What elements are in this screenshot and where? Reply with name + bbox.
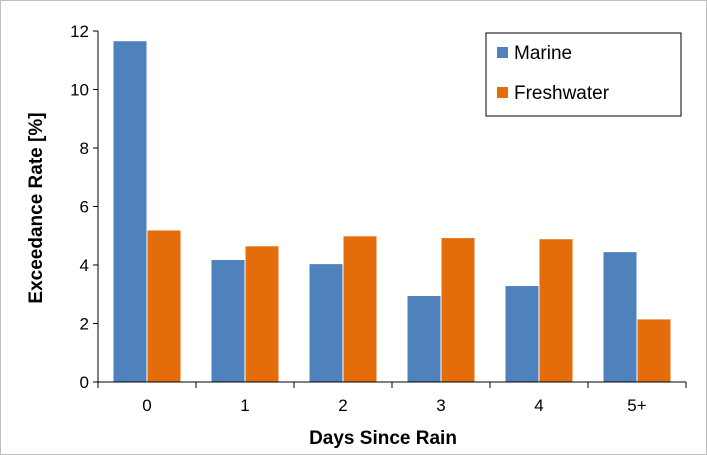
legend-swatch-freshwater [497, 87, 508, 98]
x-axis-title: Days Since Rain [309, 428, 457, 449]
bar-marine-2 [309, 264, 343, 382]
x-tick-label: 4 [534, 396, 543, 415]
bar-marine-5plus [603, 252, 637, 382]
bar-freshwater-5plus [637, 319, 671, 382]
legend-label-marine: Marine [514, 43, 572, 64]
y-tick-label: 6 [80, 198, 89, 217]
y-tick-label: 8 [80, 139, 89, 158]
bar-marine-3 [407, 296, 441, 382]
y-tick-label: 2 [80, 315, 89, 334]
y-tick-label: 4 [80, 256, 89, 275]
bar-freshwater-2 [343, 236, 377, 382]
bar-freshwater-4 [539, 239, 573, 382]
legend-swatch-marine [497, 47, 508, 58]
x-tick-label: 3 [436, 396, 445, 415]
bar-freshwater-1 [245, 246, 279, 382]
legend-label-freshwater: Freshwater [514, 83, 610, 104]
bar-freshwater-3 [441, 238, 475, 382]
legend-box [485, 32, 682, 117]
x-ticks-layer: 0 1 2 3 4 5+ [97, 382, 687, 415]
y-tick-label: 0 [80, 373, 89, 392]
x-tick-label: 2 [338, 396, 347, 415]
legend: Marine Freshwater [485, 32, 682, 117]
x-tick-label: 5+ [627, 396, 646, 415]
bar-marine-1 [211, 260, 245, 382]
y-tick-label: 10 [70, 81, 89, 100]
bars-layer [113, 41, 671, 383]
x-tick-label: 0 [142, 396, 151, 415]
x-tick-label: 1 [240, 396, 249, 415]
y-axis-title: Exceedance Rate [%] [26, 112, 47, 303]
bar-freshwater-0 [147, 230, 181, 382]
bar-marine-4 [505, 286, 539, 382]
bar-marine-0 [113, 41, 147, 383]
y-ticks-layer: 0 2 4 6 8 10 12 [70, 22, 98, 392]
y-tick-label: 12 [70, 22, 89, 41]
